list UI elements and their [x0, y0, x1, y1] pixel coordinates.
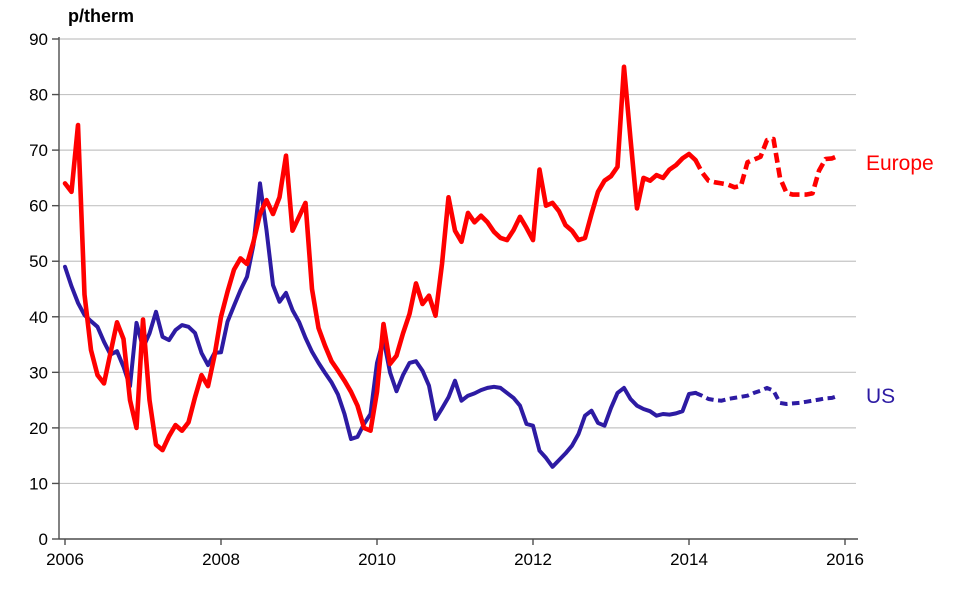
- y-tick-label: 10: [29, 474, 48, 493]
- y-tick-label: 70: [29, 141, 48, 160]
- y-tick-label: 80: [29, 86, 48, 105]
- x-tick-label: 2014: [670, 550, 708, 569]
- series-line-europe-forecast: [693, 136, 840, 197]
- y-tick-label: 0: [39, 530, 48, 549]
- legend-label-europe: Europe: [866, 152, 934, 175]
- series-line-us: [63, 181, 698, 469]
- x-tick-label: 2016: [826, 550, 864, 569]
- series-line-us-forecast: [694, 385, 840, 406]
- y-axis-unit-label: p/therm: [68, 6, 135, 26]
- x-tick-label: 2012: [514, 550, 552, 569]
- x-tick-label: 2006: [46, 550, 84, 569]
- y-tick-label: 40: [29, 308, 48, 327]
- x-tick-label: 2008: [202, 550, 240, 569]
- series-line-europe: [62, 64, 698, 453]
- y-tick-label: 20: [29, 419, 48, 438]
- y-tick-label: 60: [29, 197, 48, 216]
- y-tick-label: 30: [29, 363, 48, 382]
- y-tick-label: 90: [29, 30, 48, 49]
- legend-label-us: US: [866, 385, 896, 408]
- x-tick-label: 2010: [358, 550, 396, 569]
- y-tick-label: 50: [29, 252, 48, 271]
